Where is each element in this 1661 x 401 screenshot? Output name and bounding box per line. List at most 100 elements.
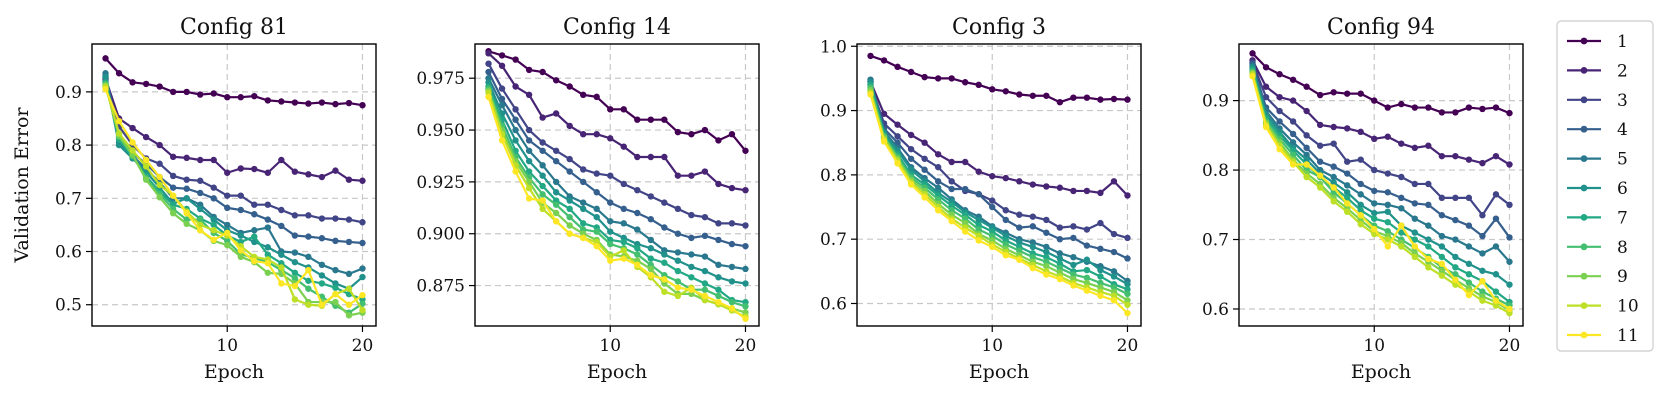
- data-point: [1384, 227, 1391, 235]
- data-point: [1070, 253, 1077, 261]
- data-point: [1343, 208, 1351, 215]
- data-point: [539, 191, 546, 198]
- data-point: [264, 244, 272, 251]
- data-point: [264, 269, 272, 276]
- data-point: [701, 280, 709, 287]
- data-point: [1124, 96, 1131, 103]
- data-point: [1124, 301, 1131, 308]
- data-point: [1303, 83, 1310, 90]
- data-point: [1343, 158, 1351, 165]
- data-point: [921, 73, 928, 81]
- data-point: [1357, 180, 1364, 188]
- data-point: [566, 197, 573, 204]
- data-point: [485, 50, 492, 57]
- series-8: [485, 85, 749, 310]
- data-point: [1465, 222, 1473, 229]
- data-point: [566, 122, 573, 130]
- data-point: [1316, 142, 1324, 149]
- data-point: [647, 153, 655, 161]
- data-point: [359, 300, 366, 307]
- data-point: [1029, 264, 1037, 272]
- data-point: [728, 131, 736, 138]
- data-point: [196, 189, 204, 197]
- legend-label: 4: [1617, 120, 1628, 140]
- data-point: [934, 207, 942, 214]
- data-point: [1506, 161, 1513, 168]
- data-point: [989, 172, 996, 180]
- data-point: [291, 282, 299, 290]
- data-point: [1452, 236, 1459, 243]
- data-point: [1276, 118, 1283, 125]
- data-point: [115, 117, 123, 125]
- legend-entry-8: 8: [1567, 238, 1628, 258]
- data-point: [305, 253, 312, 261]
- series-6: [485, 79, 749, 287]
- data-point: [291, 99, 299, 106]
- x-tick-label: 20: [352, 336, 374, 356]
- data-point: [1343, 170, 1351, 177]
- data-point: [1330, 179, 1337, 186]
- data-point: [525, 91, 533, 99]
- data-point: [345, 285, 353, 292]
- chart-panels: 10 20 0.5 0.6 0.7 0.8 0.9 Config 81 Epoch Validat…: [11, 15, 1524, 383]
- data-point: [593, 213, 600, 221]
- data-point: [674, 257, 682, 264]
- data-point: [512, 83, 519, 90]
- data-point: [305, 100, 312, 107]
- data-point: [332, 237, 339, 245]
- data-point: [1083, 187, 1091, 195]
- data-point: [169, 153, 177, 160]
- data-point: [1110, 230, 1118, 238]
- legend-swatch-marker: [1580, 214, 1588, 221]
- x-ticks: 10 20: [599, 326, 756, 356]
- data-point: [566, 213, 573, 221]
- data-point: [579, 234, 587, 242]
- data-point: [1438, 253, 1446, 261]
- data-point: [1056, 255, 1064, 262]
- data-point: [961, 228, 969, 235]
- data-point: [975, 190, 982, 198]
- data-point: [156, 181, 163, 189]
- data-point: [1249, 50, 1256, 57]
- data-point: [1262, 83, 1270, 90]
- data-point: [1056, 99, 1064, 106]
- data-point: [1303, 132, 1310, 139]
- data-point: [661, 116, 668, 123]
- data-point: [674, 278, 682, 285]
- data-point: [715, 236, 722, 244]
- data-point: [1492, 152, 1500, 160]
- legend-label: 1: [1617, 32, 1628, 52]
- data-point: [1452, 216, 1459, 224]
- data-point: [1438, 267, 1446, 274]
- data-point: [894, 63, 901, 71]
- data-point: [237, 247, 244, 254]
- data-point: [620, 247, 627, 254]
- data-point: [525, 168, 533, 175]
- data-point: [1303, 151, 1310, 158]
- data-point: [512, 56, 519, 63]
- series-4: [102, 72, 366, 247]
- data-point: [1083, 266, 1091, 274]
- data-point: [1029, 223, 1037, 230]
- data-point: [1465, 194, 1473, 202]
- data-point: [674, 172, 682, 179]
- data-point: [647, 216, 655, 223]
- legend-entry-9: 9: [1567, 267, 1628, 287]
- series-1: [102, 55, 366, 109]
- data-point: [880, 110, 888, 117]
- legend-swatch-marker: [1580, 125, 1588, 133]
- data-point: [1110, 297, 1118, 304]
- data-point: [183, 176, 190, 183]
- legend-label: 2: [1617, 61, 1628, 81]
- data-point: [1479, 232, 1486, 240]
- data-point: [332, 298, 339, 306]
- x-axis-label: Epoch: [969, 361, 1029, 383]
- data-point: [1043, 258, 1050, 265]
- plot-frame: [474, 43, 760, 327]
- data-point: [934, 178, 942, 185]
- data-point: [1083, 242, 1091, 249]
- data-point: [1330, 198, 1337, 205]
- data-point: [620, 205, 627, 213]
- data-point: [345, 216, 353, 223]
- data-point: [1289, 161, 1297, 168]
